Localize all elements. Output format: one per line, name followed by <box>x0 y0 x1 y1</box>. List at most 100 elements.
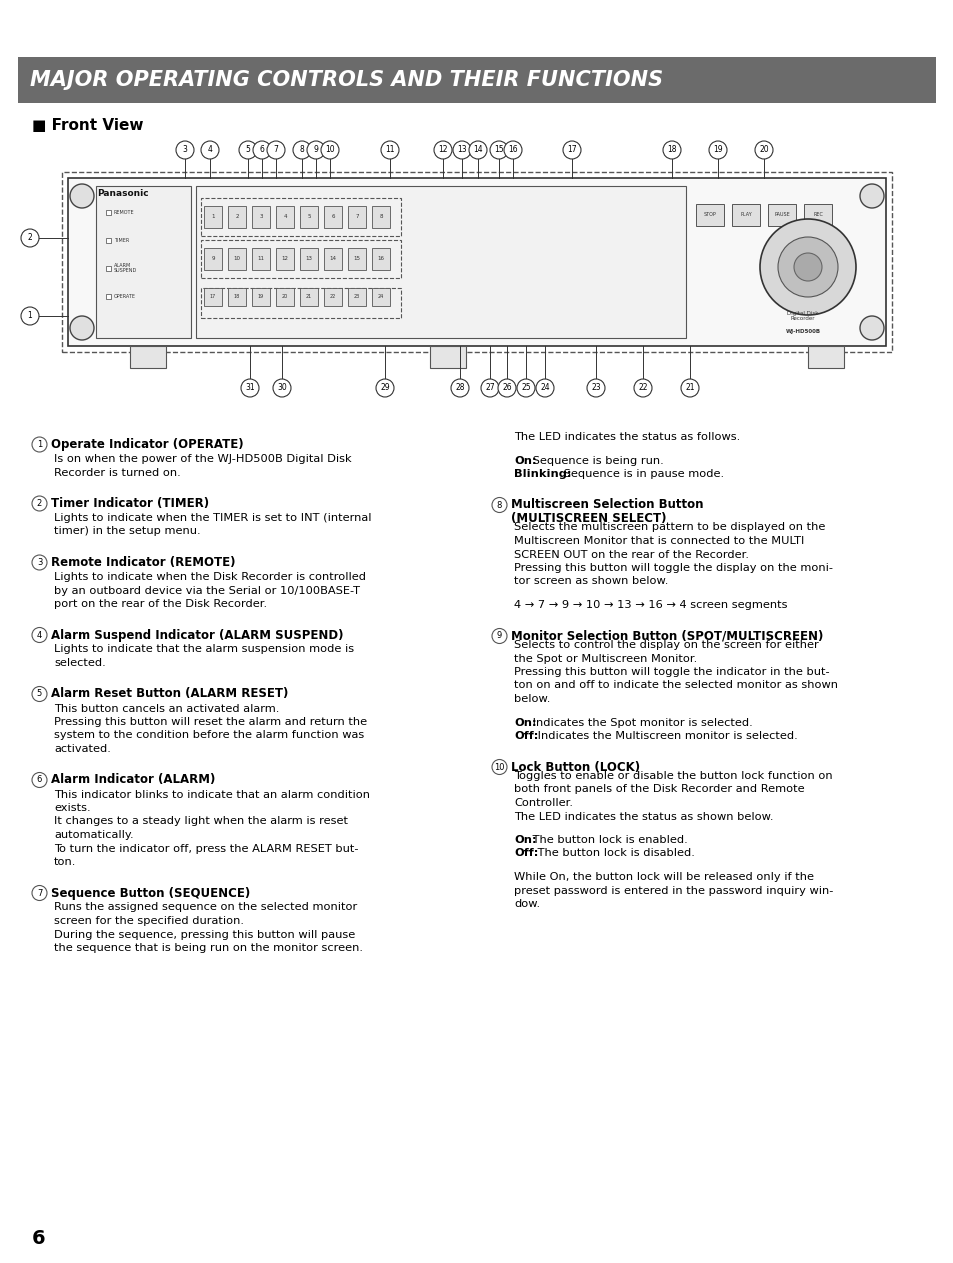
Text: On:: On: <box>514 456 536 466</box>
Text: SCREEN OUT on the rear of the Recorder.: SCREEN OUT on the rear of the Recorder. <box>514 549 748 560</box>
Bar <box>68 178 885 346</box>
Bar <box>106 237 111 242</box>
Bar <box>106 294 111 299</box>
Bar <box>195 186 685 338</box>
Text: 5: 5 <box>245 145 251 154</box>
Circle shape <box>480 379 498 397</box>
Circle shape <box>21 229 39 248</box>
Bar <box>62 172 891 352</box>
Bar <box>201 198 400 236</box>
Text: Off:: Off: <box>514 849 537 859</box>
Text: dow.: dow. <box>514 899 539 909</box>
Circle shape <box>293 141 311 159</box>
Bar <box>228 248 246 270</box>
Text: Sequence is in pause mode.: Sequence is in pause mode. <box>559 469 723 479</box>
Bar <box>228 288 246 306</box>
Bar <box>299 206 317 229</box>
Text: activated.: activated. <box>54 744 111 754</box>
Circle shape <box>201 141 219 159</box>
Text: Blinking:: Blinking: <box>514 469 571 479</box>
Text: Lights to indicate when the Disk Recorder is controlled: Lights to indicate when the Disk Recorde… <box>54 572 366 582</box>
Text: preset password is entered in the password inquiry win-: preset password is entered in the passwo… <box>514 885 833 895</box>
Bar <box>201 240 400 278</box>
Text: Runs the assigned sequence on the selected monitor: Runs the assigned sequence on the select… <box>54 903 356 912</box>
Circle shape <box>267 141 285 159</box>
Text: On:: On: <box>514 835 536 845</box>
Circle shape <box>490 141 507 159</box>
Bar <box>275 248 294 270</box>
Text: Operate Indicator (OPERATE): Operate Indicator (OPERATE) <box>51 438 243 451</box>
Text: Panasonic: Panasonic <box>97 189 149 198</box>
Text: 16: 16 <box>508 145 517 154</box>
Text: the sequence that is being run on the monitor screen.: the sequence that is being run on the mo… <box>54 943 363 954</box>
Text: 8: 8 <box>379 215 382 220</box>
Text: timer) in the setup menu.: timer) in the setup menu. <box>54 527 200 537</box>
Text: ALARM
SUSPEND: ALARM SUSPEND <box>113 263 137 273</box>
Text: PLAY: PLAY <box>740 211 751 216</box>
Text: 9: 9 <box>314 145 318 154</box>
Text: Alarm Indicator (ALARM): Alarm Indicator (ALARM) <box>51 773 215 787</box>
Circle shape <box>859 184 883 208</box>
Bar <box>372 288 390 306</box>
Text: 15: 15 <box>354 256 360 261</box>
Circle shape <box>239 141 256 159</box>
Bar <box>696 205 723 226</box>
Text: 29: 29 <box>380 384 390 393</box>
Text: Selects to control the display on the screen for either: Selects to control the display on the sc… <box>514 640 818 650</box>
Circle shape <box>778 237 837 297</box>
Bar <box>731 205 760 226</box>
Circle shape <box>793 253 821 280</box>
Text: 11: 11 <box>385 145 395 154</box>
Circle shape <box>32 554 47 570</box>
Text: This indicator blinks to indicate that an alarm condition: This indicator blinks to indicate that a… <box>54 789 370 799</box>
Text: 3: 3 <box>259 215 262 220</box>
Text: ■ Front View: ■ Front View <box>32 117 143 133</box>
Text: 17: 17 <box>567 145 577 154</box>
Text: 6: 6 <box>331 215 335 220</box>
Circle shape <box>536 379 554 397</box>
Text: 19: 19 <box>713 145 722 154</box>
Text: Selects the multiscreen pattern to be displayed on the: Selects the multiscreen pattern to be di… <box>514 523 824 533</box>
Text: 20: 20 <box>759 145 768 154</box>
Text: The button lock is disabled.: The button lock is disabled. <box>534 849 695 859</box>
Text: The button lock is enabled.: The button lock is enabled. <box>529 835 687 845</box>
Text: 7: 7 <box>355 215 358 220</box>
Text: 10: 10 <box>494 763 504 772</box>
Text: Digital Disk
Recorder: Digital Disk Recorder <box>786 311 818 321</box>
Text: selected.: selected. <box>54 658 106 668</box>
Bar <box>348 248 366 270</box>
Circle shape <box>634 379 651 397</box>
Text: Recorder is turned on.: Recorder is turned on. <box>54 467 180 477</box>
Text: 1: 1 <box>211 215 214 220</box>
Circle shape <box>70 184 94 208</box>
Text: 7: 7 <box>274 145 278 154</box>
Text: Alarm Reset Button (ALARM RESET): Alarm Reset Button (ALARM RESET) <box>51 687 288 701</box>
Text: Toggles to enable or disable the button lock function on: Toggles to enable or disable the button … <box>514 770 832 781</box>
Text: 23: 23 <box>591 384 600 393</box>
Circle shape <box>586 379 604 397</box>
Text: To turn the indicator off, press the ALARM RESET but-: To turn the indicator off, press the ALA… <box>54 844 358 854</box>
Text: 6: 6 <box>259 145 264 154</box>
Text: REC: REC <box>812 211 822 216</box>
Circle shape <box>32 496 47 512</box>
Text: exists.: exists. <box>54 803 91 813</box>
Text: below.: below. <box>514 693 550 703</box>
Text: Multiscreen Monitor that is connected to the MULTI: Multiscreen Monitor that is connected to… <box>514 536 803 546</box>
Text: port on the rear of the Disk Recorder.: port on the rear of the Disk Recorder. <box>54 599 267 609</box>
Text: 4: 4 <box>208 145 213 154</box>
Bar <box>767 205 795 226</box>
Circle shape <box>492 759 506 774</box>
Text: automatically.: automatically. <box>54 830 133 840</box>
Text: 21: 21 <box>306 294 312 299</box>
Circle shape <box>503 141 521 159</box>
Bar <box>96 186 191 338</box>
Text: This button cancels an activated alarm.: This button cancels an activated alarm. <box>54 703 279 714</box>
Text: Lock Button (LOCK): Lock Button (LOCK) <box>511 760 639 773</box>
Text: Monitor Selection Button (SPOT/MULTISCREEN): Monitor Selection Button (SPOT/MULTISCRE… <box>511 629 822 643</box>
Bar <box>18 57 935 104</box>
Text: 31: 31 <box>245 384 254 393</box>
Text: 22: 22 <box>638 384 647 393</box>
Bar <box>228 206 246 229</box>
Text: The LED indicates the status as follows.: The LED indicates the status as follows. <box>514 432 740 442</box>
Text: 23: 23 <box>354 294 359 299</box>
